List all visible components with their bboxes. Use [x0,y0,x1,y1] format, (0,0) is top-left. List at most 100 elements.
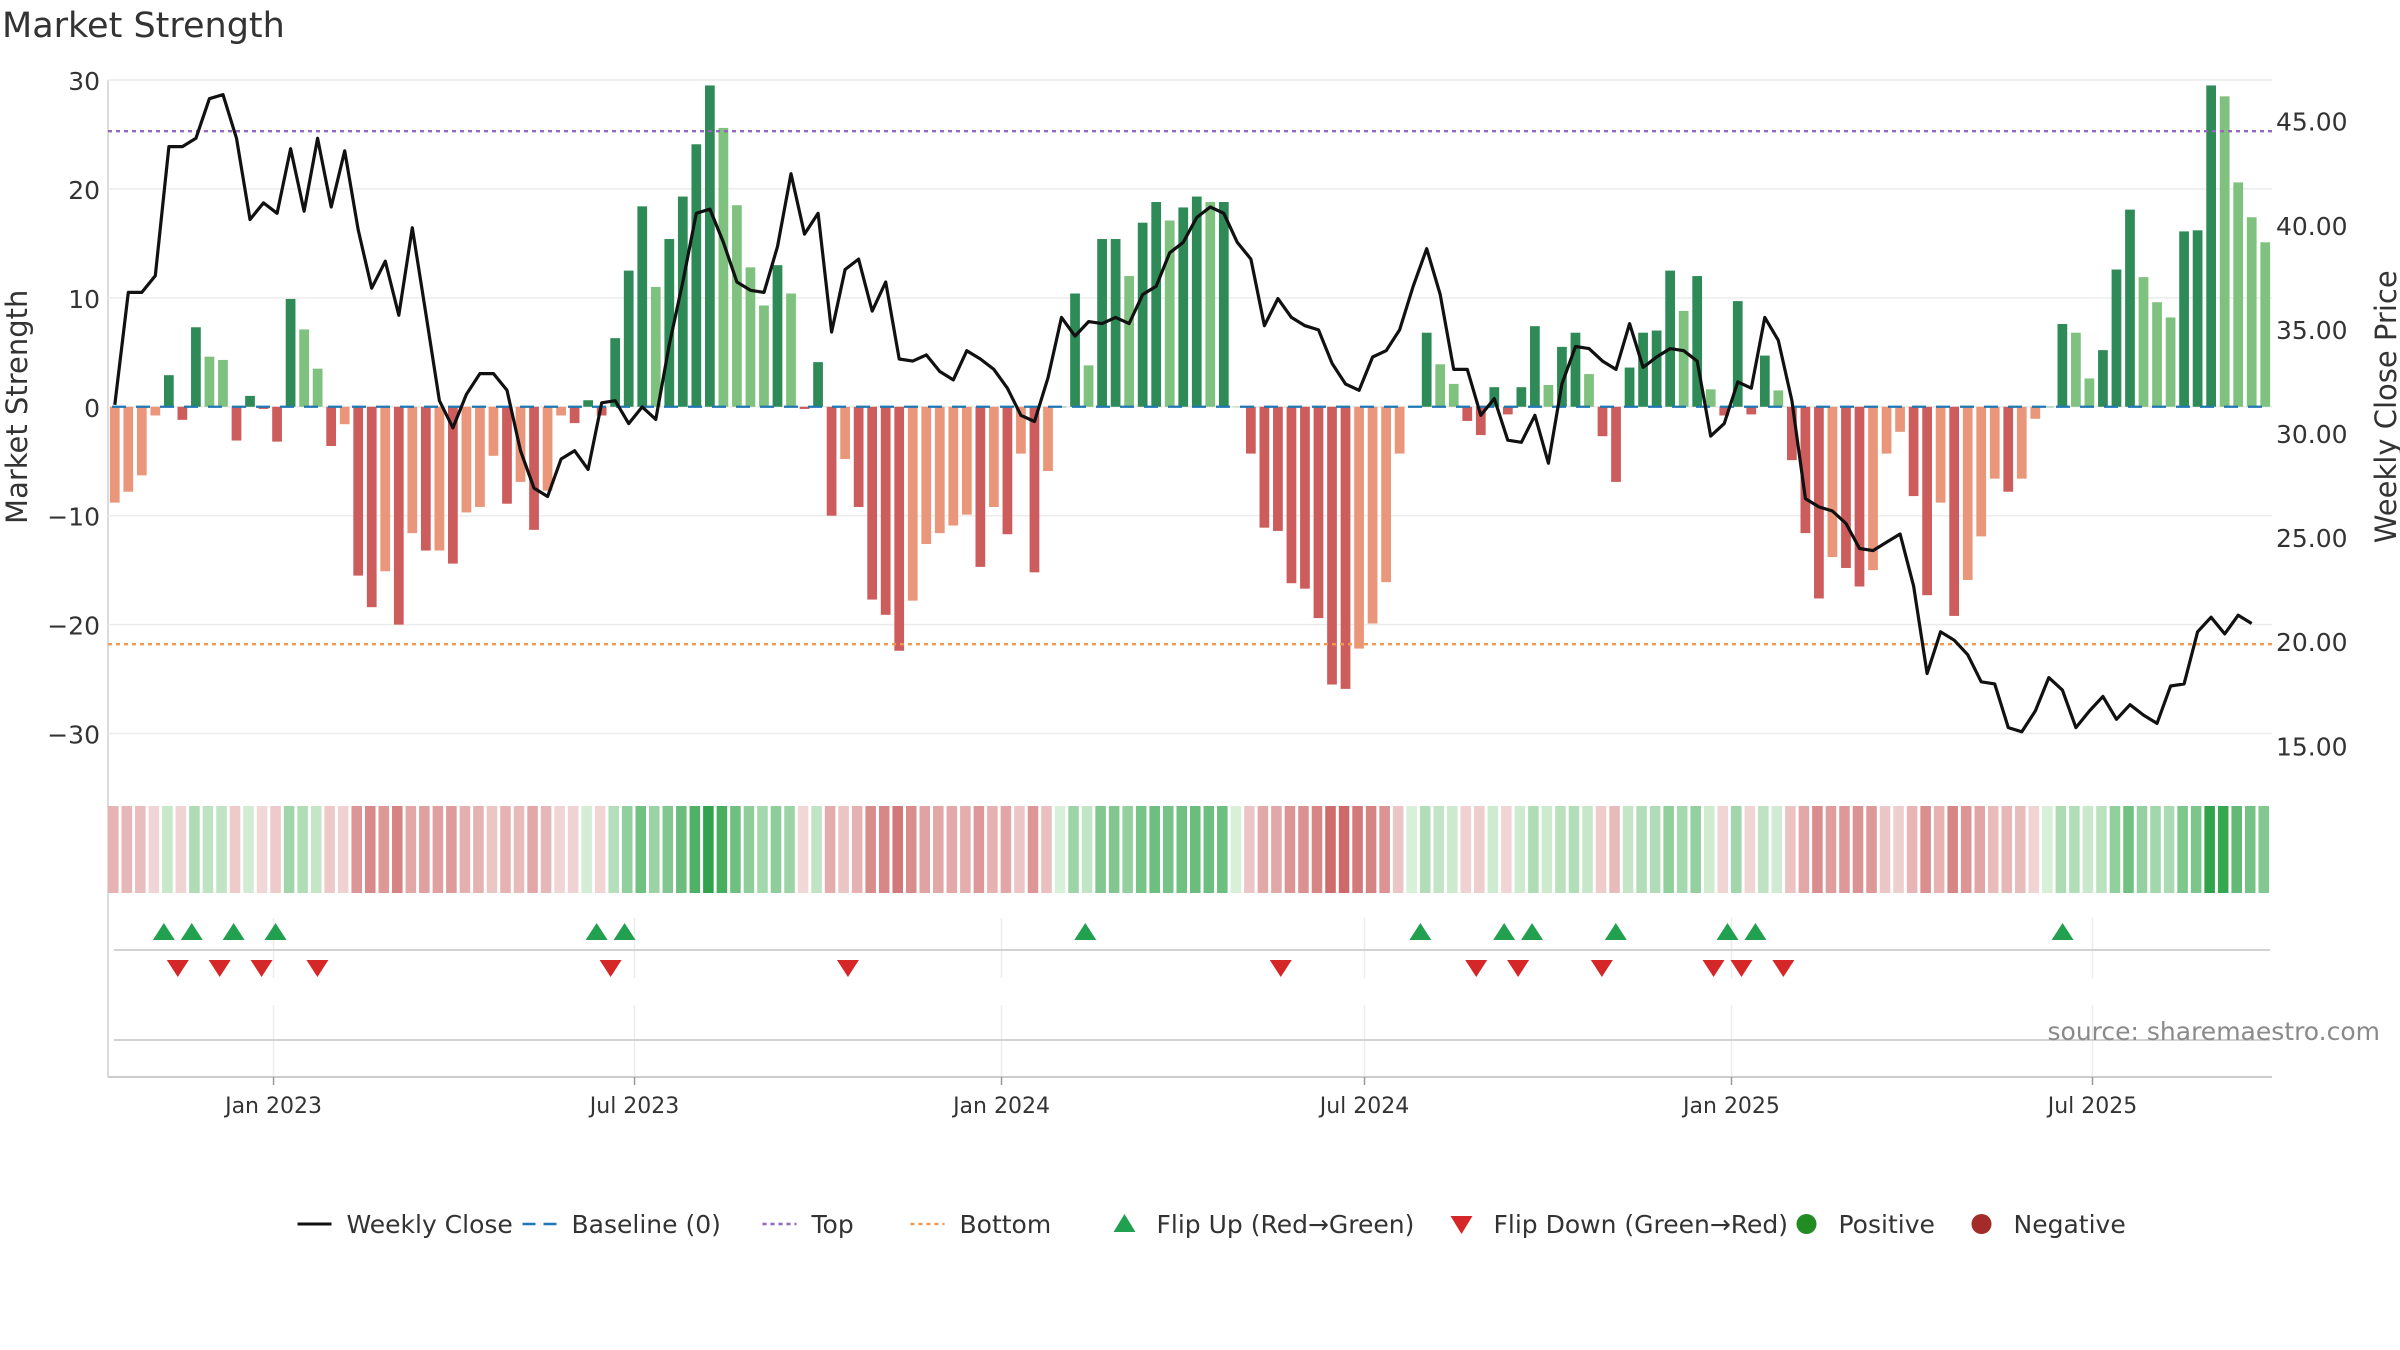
heat-strip-cell [1054,806,1066,893]
heat-strip-cell [1257,806,1269,893]
heat-strip-cell [1487,806,1499,893]
chart-title: Market Strength [2,6,285,46]
strength-bar [2111,269,2122,407]
flip-up-marker [1409,923,1432,940]
strength-bar [1340,406,1351,689]
heat-strip-cell [919,806,931,893]
strength-bar [1814,406,1824,599]
heat-strip-cell [946,806,958,893]
heat-strip-cell [1920,806,1931,893]
strength-bar [1070,293,1080,407]
flip-down-marker [166,960,189,977]
x-tick-label: Jul 2023 [588,1094,680,1119]
strength-bar [1638,332,1648,407]
legend-label: Positive [1839,1210,1935,1239]
left-tick-label: 0 [84,394,100,423]
left-axis-label: Market Strength [0,290,34,524]
strength-bar [502,406,512,504]
strength-bar [326,406,337,446]
strength-bar [759,305,769,407]
flip-up-marker [1604,923,1627,940]
strength-bar [272,406,282,442]
legend-label: Flip Down (Green→Red) [1494,1210,1789,1239]
strength-bar [1841,406,1851,568]
legend-label: Weekly Close [347,1210,513,1239]
strength-bar [745,267,756,407]
heat-strip-cell [1081,806,1093,893]
heat-strip-cell [1217,806,1228,893]
strength-bar [2179,231,2189,407]
heat-strip-cell [1325,806,1336,893]
source-label: source: sharemaestro.com [2048,1017,2381,1046]
heat-strip-cell [1636,806,1647,893]
heat-strip-cell [1311,806,1323,893]
heat-strip-cell [189,806,200,893]
strength-bar [2057,323,2068,407]
flip-down-marker [599,960,622,977]
heat-strip-cell [1027,806,1039,893]
heat-strip-cell [1933,806,1945,893]
heat-strip-cell [838,806,849,893]
strength-bar [1786,406,1797,461]
flip-down-marker [1590,960,1613,977]
strength-bar [1300,406,1310,589]
right-tick-label: 30.00 [2276,420,2348,449]
strength-bar [1570,332,1581,407]
heat-strip-cell [1271,806,1282,893]
strength-bar [934,406,945,534]
strength-bar [542,406,553,491]
heat-strip-cell [1690,806,1701,893]
strength-bar [1421,332,1432,407]
heat-strip-cell [310,806,322,893]
strength-bar [1854,406,1865,587]
strength-bar [1475,406,1486,436]
heat-strip-cell [121,806,133,893]
strength-bar [529,406,539,530]
legend-label: Top [811,1210,854,1239]
legend-label: Flip Up (Red→Green) [1157,1210,1415,1239]
strength-bar [1732,301,1743,407]
flip-up-marker [1744,923,1767,940]
strength-bar [380,406,391,572]
strength-bar [1692,276,1703,407]
x-tick-label: Jul 2024 [1318,1094,1410,1119]
heat-strip-cell [2204,806,2215,893]
strength-bar [393,406,404,625]
strength-bar [1746,406,1757,415]
strength-bar [1083,365,1094,407]
heat-strip-cell [297,806,308,893]
heat-strip-cell [392,806,403,893]
strength-bar [2233,182,2244,407]
strength-bar [894,406,905,651]
flip-down-marker [1465,960,1488,977]
heat-strip-cell [513,806,525,893]
heat-strip-cell [2015,806,2026,893]
heat-strip-cell [216,806,227,893]
strength-bar [2030,406,2041,419]
heat-strip-cell [1108,806,1120,893]
strength-bar [1759,355,1770,407]
strength-bar [556,406,566,416]
heat-strip-cell [540,806,552,893]
strength-bar [1124,276,1135,407]
left-tick-label: 10 [68,285,100,314]
heat-strip-cell [1135,806,1147,893]
heat-strip-cell [703,806,714,893]
strength-bar [1002,406,1013,535]
flip-up-marker [585,923,608,940]
heat-strip-cell [1190,806,1201,893]
heat-strip-cell [108,806,119,893]
strength-bar [245,395,255,407]
heat-strip-cell [676,806,687,893]
heat-strip-cell [1541,806,1553,893]
strength-bar [1516,387,1527,407]
strength-bar [191,327,201,407]
strength-bar [366,406,377,608]
flip-up-marker [264,923,287,940]
strength-bar [840,406,850,460]
heat-strip-cell [1812,806,1823,893]
strength-bar [1164,220,1175,407]
heat-strip-cell [2217,806,2229,893]
right-tick-label: 40.00 [2276,212,2348,241]
strength-bar [2219,96,2230,407]
